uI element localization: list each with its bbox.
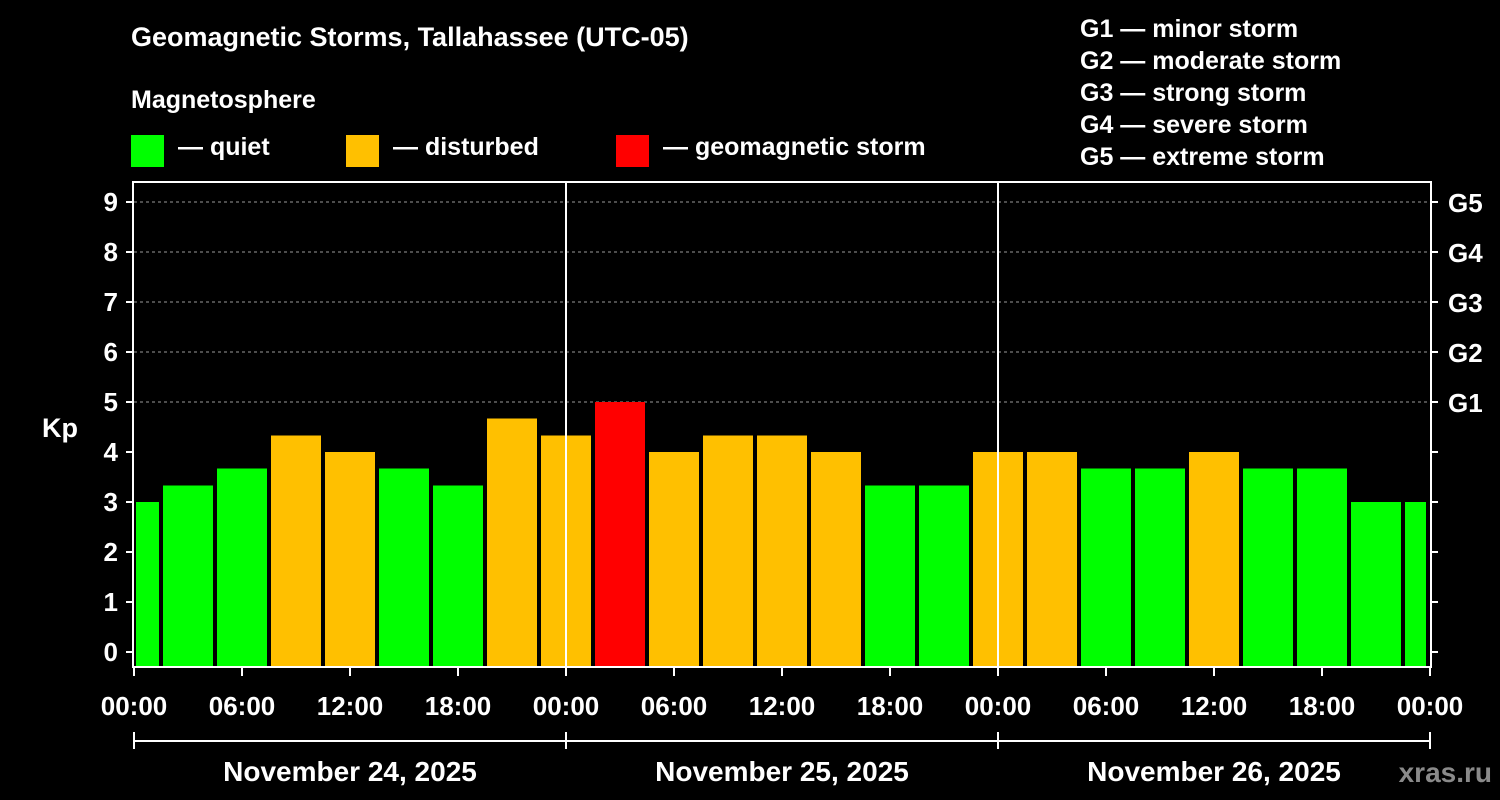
x-tick-label: 06:00 bbox=[641, 691, 708, 721]
gscale-g3: G3 — strong storm bbox=[1080, 79, 1307, 107]
kp-bar bbox=[1351, 502, 1401, 667]
kp-bar bbox=[1081, 468, 1131, 667]
x-tick-label: 00:00 bbox=[533, 691, 600, 721]
y-tick-label: 5 bbox=[104, 387, 118, 417]
kp-bar bbox=[325, 452, 375, 667]
legend-label-storm: — geomagnetic storm bbox=[663, 133, 926, 161]
y-axis-label: Kp bbox=[42, 413, 78, 443]
x-tick-label: 00:00 bbox=[965, 691, 1032, 721]
day-label: November 25, 2025 bbox=[655, 756, 909, 787]
x-tick-label: 12:00 bbox=[1181, 691, 1248, 721]
y-tick-label: 4 bbox=[104, 437, 119, 467]
y-tick-label: 9 bbox=[104, 187, 118, 217]
kp-bar bbox=[1135, 468, 1185, 667]
x-tick-label: 12:00 bbox=[317, 691, 384, 721]
x-tick-label: 00:00 bbox=[101, 691, 168, 721]
g-level-label: G1 bbox=[1448, 388, 1483, 418]
kp-bar bbox=[1297, 468, 1347, 667]
kp-bar bbox=[703, 435, 753, 667]
gscale-g2: G2 — moderate storm bbox=[1080, 47, 1342, 75]
g-level-label: G4 bbox=[1448, 238, 1483, 268]
kp-bar bbox=[379, 468, 429, 667]
x-tick-label: 06:00 bbox=[1073, 691, 1140, 721]
y-tick-label: 2 bbox=[104, 537, 118, 567]
kp-bar bbox=[1405, 502, 1426, 667]
gscale-g4: G4 — severe storm bbox=[1080, 111, 1308, 139]
x-tick-label: 12:00 bbox=[749, 691, 816, 721]
legend-swatch-quiet bbox=[131, 135, 164, 167]
legend-swatch-storm bbox=[616, 135, 649, 167]
x-tick-label: 18:00 bbox=[425, 691, 492, 721]
x-tick-label: 18:00 bbox=[857, 691, 924, 721]
gscale-g1: G1 — minor storm bbox=[1080, 15, 1299, 43]
x-tick-label: 00:00 bbox=[1397, 691, 1464, 721]
kp-bar bbox=[595, 402, 645, 667]
day-label: November 24, 2025 bbox=[223, 756, 477, 787]
kp-bar bbox=[919, 485, 969, 667]
kp-bar bbox=[163, 485, 213, 667]
y-tick-label: 3 bbox=[104, 487, 118, 517]
kp-bar bbox=[217, 468, 267, 667]
chart-title: Geomagnetic Storms, Tallahassee (UTC-05) bbox=[131, 22, 689, 52]
kp-bar bbox=[271, 435, 321, 667]
kp-bar bbox=[649, 452, 699, 667]
gscale-g5: G5 — extreme storm bbox=[1080, 143, 1325, 171]
kp-bar bbox=[865, 485, 915, 667]
kp-bar bbox=[433, 485, 483, 667]
g-level-label: G5 bbox=[1448, 188, 1483, 218]
kp-bar bbox=[757, 435, 807, 667]
x-tick-label: 06:00 bbox=[209, 691, 276, 721]
day-label: November 26, 2025 bbox=[1087, 756, 1341, 787]
y-tick-label: 0 bbox=[104, 637, 118, 667]
kp-bar bbox=[811, 452, 861, 667]
kp-bar bbox=[487, 418, 537, 667]
legend-label-disturbed: — disturbed bbox=[393, 133, 539, 161]
y-tick-label: 8 bbox=[104, 237, 118, 267]
g-level-label: G3 bbox=[1448, 288, 1483, 318]
y-tick-label: 7 bbox=[104, 287, 118, 317]
legend-swatch-disturbed bbox=[346, 135, 379, 167]
legend-label-quiet: — quiet bbox=[178, 133, 270, 161]
brand-watermark: xras.ru bbox=[1398, 757, 1492, 788]
y-tick-label: 6 bbox=[104, 337, 118, 367]
kp-bar bbox=[1243, 468, 1293, 667]
chart-subtitle: Magnetosphere bbox=[131, 86, 316, 114]
g-level-label: G2 bbox=[1448, 338, 1483, 368]
kp-bar bbox=[1189, 452, 1239, 667]
kp-bar bbox=[136, 502, 159, 667]
kp-bar bbox=[1027, 452, 1077, 667]
x-tick-label: 18:00 bbox=[1289, 691, 1356, 721]
y-tick-label: 1 bbox=[104, 587, 118, 617]
